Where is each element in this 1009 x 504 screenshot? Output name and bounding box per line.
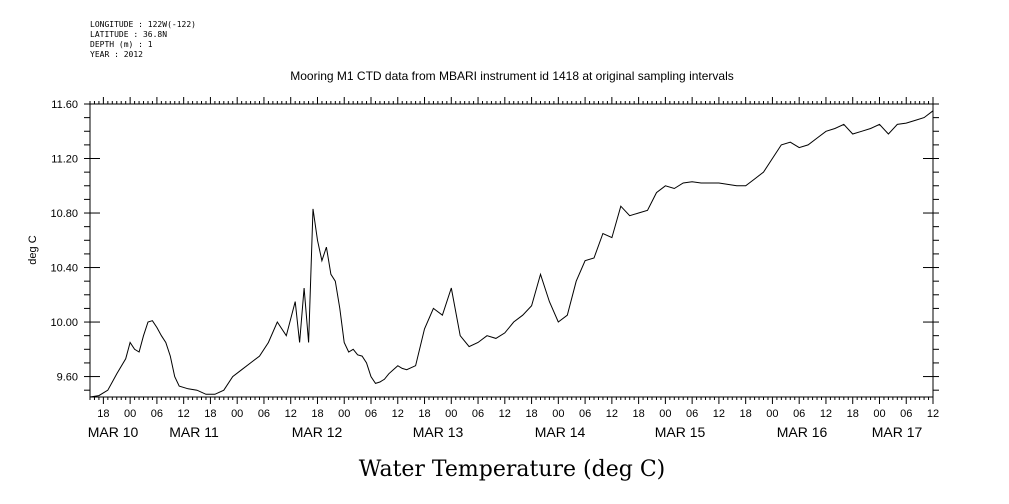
metadata-block: LONGITUDE : 122W(-122) LATITUDE : 36.8N … — [90, 20, 196, 60]
x-hour-tick-label: 06 — [686, 408, 698, 420]
chart-title: Mooring M1 CTD data from MBARI instrumen… — [290, 69, 734, 83]
x-day-tick-label: MAR 17 — [872, 424, 923, 440]
x-hour-tick-label: 06 — [258, 408, 270, 420]
y-tick-label: 11.60 — [51, 99, 78, 111]
x-hour-tick-label: 00 — [445, 408, 457, 420]
year-text: YEAR : 2012 — [90, 50, 143, 59]
x-hour-tick-label: 06 — [579, 408, 591, 420]
x-hour-tick-label: 18 — [97, 408, 109, 420]
x-hour-tick-label: 06 — [900, 408, 912, 420]
y-tick-label: 10.40 — [50, 263, 78, 275]
x-hour-tick-label: 06 — [151, 408, 163, 420]
x-hour-tick-label: 18 — [418, 408, 430, 420]
y-tick-label: 10.80 — [50, 208, 78, 220]
x-hour-tick-label: 00 — [766, 408, 778, 420]
y-axis-label: deg C — [27, 235, 39, 264]
x-hour-tick-label: 18 — [740, 408, 752, 420]
y-tick-label: 9.60 — [57, 372, 78, 384]
x-day-tick-label: MAR 16 — [777, 424, 828, 440]
x-hour-tick-label: 12 — [285, 408, 297, 420]
y-tick-label: 10.00 — [50, 317, 78, 329]
x-day-tick-label: MAR 15 — [655, 424, 706, 440]
x-hour-tick-label: 18 — [632, 408, 644, 420]
x-hour-tick-label: 00 — [231, 408, 243, 420]
x-hour-tick-label: 00 — [338, 408, 350, 420]
x-hour-tick-label: 12 — [927, 408, 939, 420]
x-hour-tick-label: 00 — [124, 408, 136, 420]
x-axis-label: Water Temperature (deg C) — [359, 457, 666, 482]
x-hour-tick-label: 06 — [472, 408, 484, 420]
x-hour-tick-label: 12 — [820, 408, 832, 420]
longitude-text: LONGITUDE : 122W(-122) — [90, 20, 196, 29]
x-hour-tick-label: 18 — [525, 408, 537, 420]
x-day-tick-label: MAR 14 — [535, 424, 586, 440]
x-day-tick-label: MAR 13 — [413, 424, 464, 440]
y-tick-label: 11.20 — [51, 154, 78, 166]
x-hour-tick-label: 12 — [606, 408, 618, 420]
x-hour-tick-label: 18 — [311, 408, 323, 420]
x-hour-tick-label: 00 — [659, 408, 671, 420]
x-day-tick-label: MAR 12 — [292, 424, 343, 440]
x-hour-tick-label: 18 — [204, 408, 216, 420]
x-hour-tick-label: 12 — [178, 408, 190, 420]
temperature-series-line — [89, 110, 934, 398]
x-day-tick-label: MAR 10 — [88, 424, 139, 440]
x-hour-tick-label: 18 — [847, 408, 859, 420]
plot-frame — [89, 103, 934, 398]
x-day-tick-label: MAR 11 — [169, 424, 219, 440]
x-hour-tick-label: 06 — [793, 408, 805, 420]
x-hour-tick-label: 00 — [552, 408, 564, 420]
x-hour-tick-label: 00 — [873, 408, 885, 420]
x-hour-tick-label: 12 — [713, 408, 725, 420]
x-hour-tick-label: 12 — [392, 408, 404, 420]
x-hour-tick-label: 12 — [499, 408, 511, 420]
latitude-text: LATITUDE : 36.8N — [90, 30, 168, 39]
x-hour-tick-label: 06 — [365, 408, 377, 420]
depth-text: DEPTH (m) : 1 — [90, 40, 153, 49]
